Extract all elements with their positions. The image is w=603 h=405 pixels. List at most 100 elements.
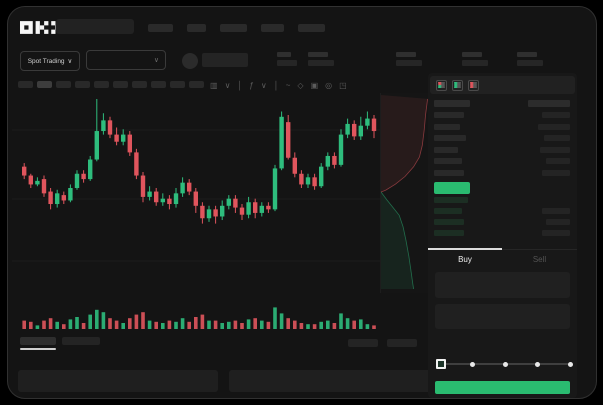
slider-stop-dot[interactable]: [535, 361, 540, 367]
slider-stop-dot[interactable]: [502, 361, 508, 367]
nav-item-skeleton[interactable]: [298, 24, 325, 32]
timeframe-button[interactable]: [94, 81, 109, 88]
chevron-down-icon[interactable]: ∨: [224, 80, 231, 90]
ask-price-skeleton: [434, 112, 464, 118]
chart-toolbar: ▥ ∨ │ ƒ ∨ │ ~ ◇ ▣ ◎ ◳: [210, 79, 347, 91]
ask-row[interactable]: [434, 112, 570, 118]
stat-pair: [462, 52, 488, 66]
timeframe-button[interactable]: [75, 81, 90, 88]
stat-label-skeleton: [462, 52, 482, 57]
slider-stop-dot[interactable]: [567, 361, 573, 367]
ask-price-skeleton: [434, 135, 466, 141]
bid-amount-skeleton: [542, 208, 570, 214]
ask-row[interactable]: [434, 158, 570, 164]
stat-pair: [396, 52, 422, 66]
candlestick-chart[interactable]: [12, 91, 380, 333]
slider-handle[interactable]: [436, 359, 446, 369]
ask-price-skeleton: [434, 123, 460, 130]
stat-value-skeleton: [396, 60, 422, 66]
slider-stop-dot[interactable]: [470, 361, 475, 367]
timeframe-button[interactable]: [189, 81, 204, 88]
tabs-divider: [428, 249, 577, 250]
tab-buy[interactable]: Buy: [458, 255, 472, 264]
book-asks-icon[interactable]: [468, 79, 479, 91]
chart-range-control[interactable]: [387, 339, 417, 347]
toolbar-divider: │: [237, 80, 243, 90]
stat-value-skeleton: [308, 60, 334, 66]
nav-item-skeleton[interactable]: [220, 24, 247, 32]
bid-price-skeleton: [434, 197, 468, 203]
chart-footer-tab-active[interactable]: [20, 337, 56, 345]
chart-footer-tab[interactable]: [62, 337, 100, 345]
timeframe-button[interactable]: [37, 81, 52, 88]
active-tab-underline: [20, 348, 56, 350]
orderbook-mode-bar: [430, 76, 575, 94]
stat-pair: [308, 52, 334, 66]
bid-row[interactable]: [434, 197, 570, 203]
orderbook-header: [434, 100, 570, 107]
screenshot-icon[interactable]: ▣: [310, 80, 319, 90]
settings-icon[interactable]: ◎: [325, 80, 333, 90]
timeframe-button[interactable]: [113, 81, 128, 88]
timeframe-button[interactable]: [56, 81, 71, 88]
chevron-down-icon: ∨: [153, 57, 159, 64]
ask-row[interactable]: [434, 169, 570, 176]
stat-pair: [277, 52, 297, 66]
nav-item-skeleton[interactable]: [261, 24, 284, 32]
tab-sell[interactable]: Sell: [532, 255, 547, 264]
coin-avatar: [182, 53, 198, 69]
ask-amount-skeleton: [538, 123, 570, 130]
nav-item-skeleton[interactable]: [148, 24, 173, 32]
ask-amount-skeleton: [540, 146, 570, 153]
chevron-down-icon[interactable]: ∨: [260, 80, 267, 90]
nav-item-skeleton[interactable]: [187, 24, 206, 32]
amount-field[interactable]: [435, 304, 570, 329]
bid-price-skeleton: [434, 208, 462, 214]
indicators-icon[interactable]: ƒ: [249, 80, 254, 90]
line-tool-icon[interactable]: ~: [285, 80, 291, 90]
ask-amount-skeleton: [546, 158, 570, 164]
ask-row[interactable]: [434, 146, 570, 153]
ask-row[interactable]: [434, 123, 570, 130]
stat-label-skeleton: [277, 52, 291, 57]
top-nav: [148, 24, 325, 32]
ask-amount-skeleton: [544, 135, 570, 141]
last-price-skeleton: [202, 53, 248, 67]
market-type-dropdown[interactable]: Spot Trading ∨: [20, 51, 80, 71]
fullscreen-icon[interactable]: ◳: [339, 80, 347, 90]
orderbook-trade-panel: Buy Sell: [428, 73, 577, 398]
timeframe-button[interactable]: [18, 81, 33, 88]
stat-value-skeleton: [277, 60, 297, 66]
bid-price-skeleton: [434, 230, 464, 236]
stat-label-skeleton: [308, 52, 328, 57]
stat-label-skeleton: [517, 52, 537, 57]
candle-type-icon[interactable]: ▥: [210, 80, 218, 90]
bid-row[interactable]: [434, 208, 570, 214]
assets-panel-skeleton: [229, 370, 431, 392]
bid-row[interactable]: [434, 219, 570, 225]
chart-range-control[interactable]: [348, 339, 378, 347]
bid-amount-skeleton: [542, 230, 570, 236]
stat-label-skeleton: [396, 52, 416, 57]
timeframe-button[interactable]: [170, 81, 185, 88]
orders-panel-skeleton: [18, 370, 218, 392]
price-field[interactable]: [435, 272, 570, 298]
book-both-icon[interactable]: [436, 79, 447, 91]
timeframe-bar: [18, 81, 204, 88]
stat-value-skeleton: [517, 60, 543, 66]
search-input[interactable]: [56, 19, 134, 34]
timeframe-button[interactable]: [151, 81, 166, 88]
ask-row[interactable]: [434, 135, 570, 141]
bid-row[interactable]: [434, 230, 570, 236]
pair-selector-dropdown[interactable]: ∨: [86, 50, 166, 70]
app-window: Spot Trading ∨ ∨ ▥ ∨ │ ƒ ∨ │ ~ ◇ ▣ ◎ ◳ Buy Sell: [7, 6, 597, 399]
last-price-highlight[interactable]: [434, 182, 470, 194]
depth-chart[interactable]: [380, 93, 429, 293]
book-bids-icon[interactable]: [452, 79, 463, 91]
stat-pair: [517, 52, 543, 66]
chevron-down-icon: ∨: [67, 58, 73, 65]
buy-submit-button[interactable]: [435, 381, 570, 394]
ask-amount-skeleton: [542, 112, 570, 118]
draw-tool-icon[interactable]: ◇: [297, 80, 304, 90]
timeframe-button[interactable]: [132, 81, 147, 88]
